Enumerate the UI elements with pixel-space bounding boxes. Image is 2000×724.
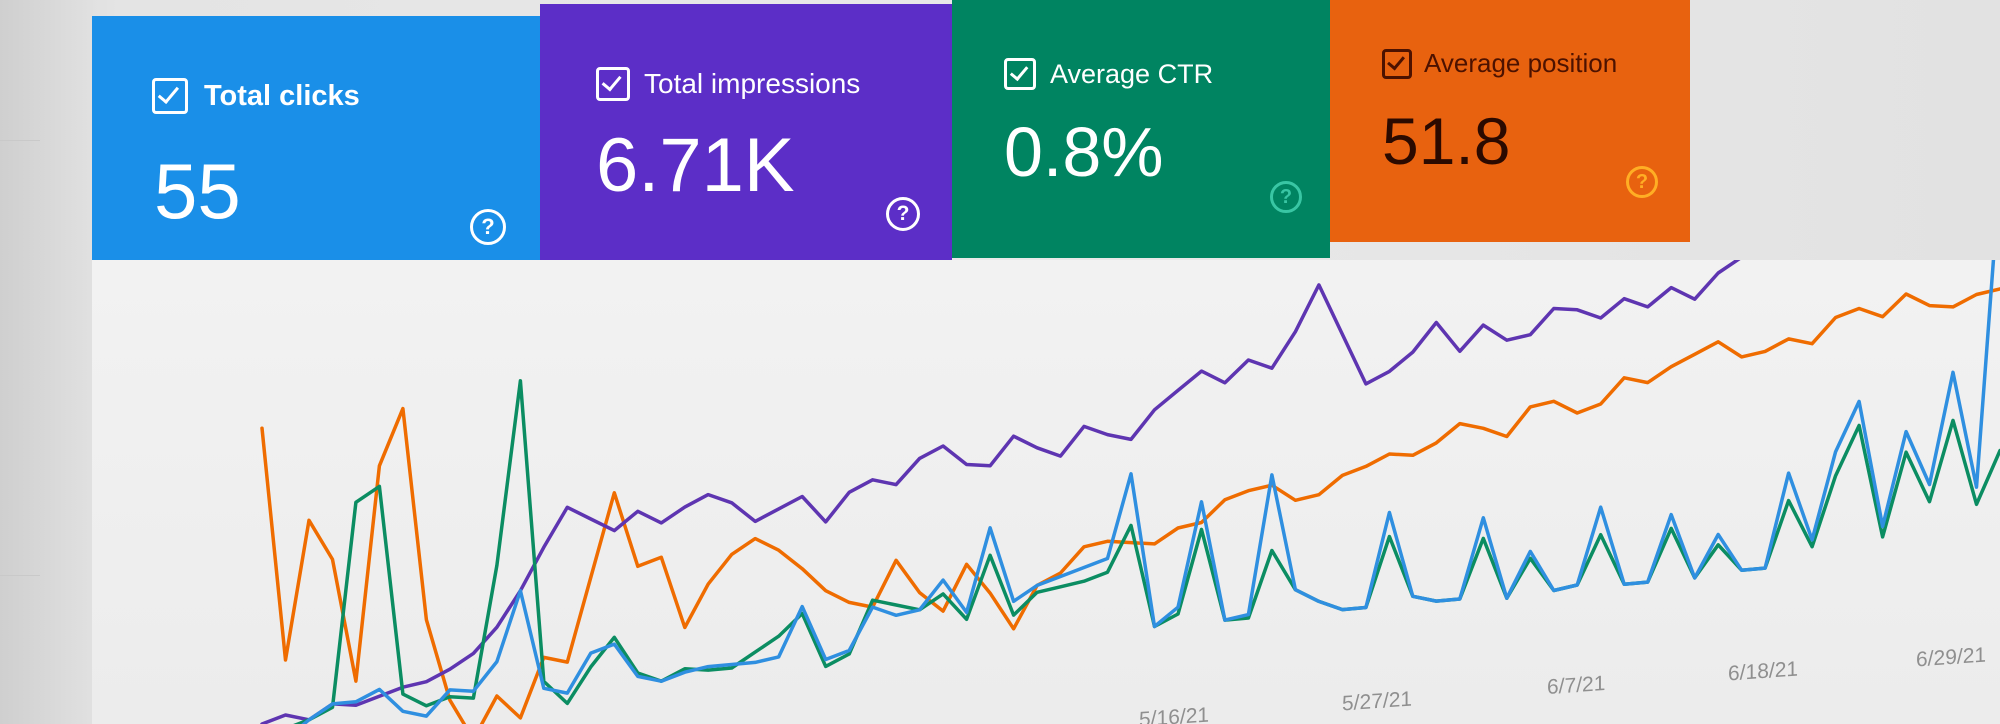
left-sidebar-edge xyxy=(0,0,95,724)
checkbox-checked-icon[interactable] xyxy=(596,67,630,101)
performance-chart-canvas xyxy=(260,260,2000,724)
checkbox-checked-icon[interactable] xyxy=(1004,58,1036,90)
metric-label: Average position xyxy=(1424,48,1618,78)
help-circle-icon[interactable]: ? xyxy=(470,209,506,245)
metric-card-average-position[interactable]: Average position 51.8 ? xyxy=(1330,0,1690,242)
metric-value: 6.71K xyxy=(596,123,795,208)
help-circle-icon[interactable]: ? xyxy=(1270,181,1302,213)
metric-card-total-impressions[interactable]: Total impressions 6.71K ? xyxy=(540,4,952,276)
x-axis-tick-label: 6/29/21 xyxy=(1916,643,1987,672)
sidebar-divider xyxy=(0,575,40,576)
checkbox-checked-icon[interactable] xyxy=(152,78,188,114)
metric-card-average-ctr[interactable]: Average CTR 0.8% ? xyxy=(952,0,1330,258)
metric-card-header: Total clicks xyxy=(152,78,360,114)
chart-series-line xyxy=(260,287,2000,724)
metric-card-total-clicks[interactable]: Total clicks 55 ? xyxy=(92,16,540,295)
chart-series-line xyxy=(260,260,1741,724)
x-axis-tick-label: 5/27/21 xyxy=(1342,687,1413,716)
x-axis-tick-label: 6/7/21 xyxy=(1547,671,1606,700)
metric-value: 51.8 xyxy=(1382,104,1511,178)
metric-label: Total clicks xyxy=(204,79,360,112)
metric-value: 55 xyxy=(154,147,241,235)
help-circle-icon[interactable]: ? xyxy=(1626,166,1658,198)
help-circle-icon[interactable]: ? xyxy=(886,197,920,231)
x-axis-tick-label: 6/18/21 xyxy=(1728,657,1799,686)
metric-label: Total impressions xyxy=(644,68,861,99)
checkbox-checked-icon[interactable] xyxy=(1382,48,1412,79)
metric-card-header: Average CTR xyxy=(1004,58,1213,90)
metric-label: Average CTR xyxy=(1050,58,1214,89)
metric-card-header: Total impressions xyxy=(596,67,860,101)
chart-series-line xyxy=(301,260,1996,724)
metric-cards: Total clicks 55 ? Total impressions 6.71… xyxy=(0,0,2000,300)
sidebar-divider xyxy=(0,140,40,141)
metric-value: 0.8% xyxy=(1004,113,1164,191)
performance-chart: 5/16/21 5/27/21 6/7/21 6/18/21 6/29/21 xyxy=(92,260,2000,724)
metric-card-header: Average position xyxy=(1382,48,1617,79)
